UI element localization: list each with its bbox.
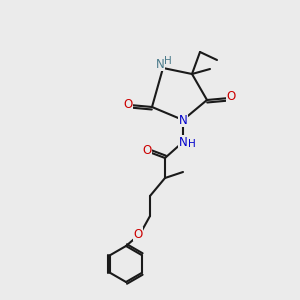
Text: H: H: [164, 56, 172, 66]
Text: O: O: [123, 98, 133, 110]
Text: N: N: [178, 136, 188, 148]
Text: N: N: [156, 58, 164, 70]
Text: N: N: [178, 113, 188, 127]
Text: O: O: [134, 227, 142, 241]
Text: H: H: [188, 139, 196, 149]
Text: O: O: [226, 91, 236, 103]
Text: O: O: [142, 143, 152, 157]
